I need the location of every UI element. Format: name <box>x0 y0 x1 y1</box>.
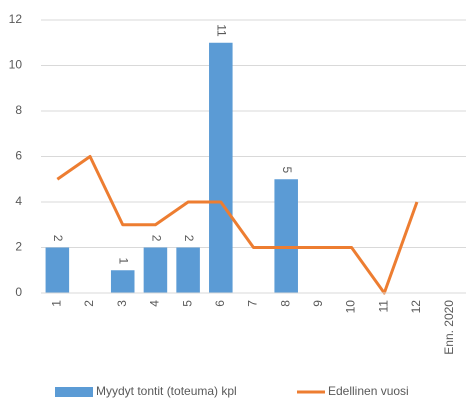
bar <box>143 247 168 293</box>
data-label: 11 <box>215 24 229 37</box>
data-label: 2 <box>149 235 163 242</box>
x-tick-label: 5 <box>180 300 194 307</box>
y-tick-label: 8 <box>15 103 22 117</box>
bar <box>110 270 135 293</box>
x-tick-label: 3 <box>115 300 129 307</box>
x-tick-label: 7 <box>246 300 260 307</box>
line <box>56 155 419 295</box>
data-label: 1 <box>117 258 131 265</box>
data-label: 5 <box>280 167 294 174</box>
bar <box>209 42 233 293</box>
x-tick-label: 10 <box>344 300 358 314</box>
legend-label: Myydyt tontit (toteuma) kpl <box>96 384 237 398</box>
x-tick-label: 6 <box>213 300 227 307</box>
legend-swatch <box>55 387 93 397</box>
bar <box>176 247 200 293</box>
data-label: 2 <box>182 235 196 242</box>
bar <box>45 247 70 293</box>
x-tick-label: 9 <box>311 300 325 307</box>
y-tick-label: 0 <box>15 285 22 299</box>
y-tick-label: 2 <box>15 240 22 254</box>
x-tick-label: 4 <box>148 300 162 307</box>
x-tick-label: 8 <box>278 300 292 307</box>
x-tick-label: 12 <box>409 300 423 314</box>
x-tick-label: 1 <box>50 300 64 307</box>
legend-label: Edellinen vuosi <box>328 384 409 398</box>
bar <box>274 179 298 293</box>
x-tick-label: 11 <box>376 300 390 313</box>
y-tick-label: 10 <box>9 58 23 72</box>
y-tick-label: 4 <box>15 194 22 208</box>
data-label: 2 <box>51 235 65 242</box>
x-tick-label: Enn. 2020 <box>442 300 456 355</box>
x-tick-label: 2 <box>82 300 96 307</box>
y-tick-label: 12 <box>9 12 23 26</box>
y-tick-label: 6 <box>15 149 22 163</box>
